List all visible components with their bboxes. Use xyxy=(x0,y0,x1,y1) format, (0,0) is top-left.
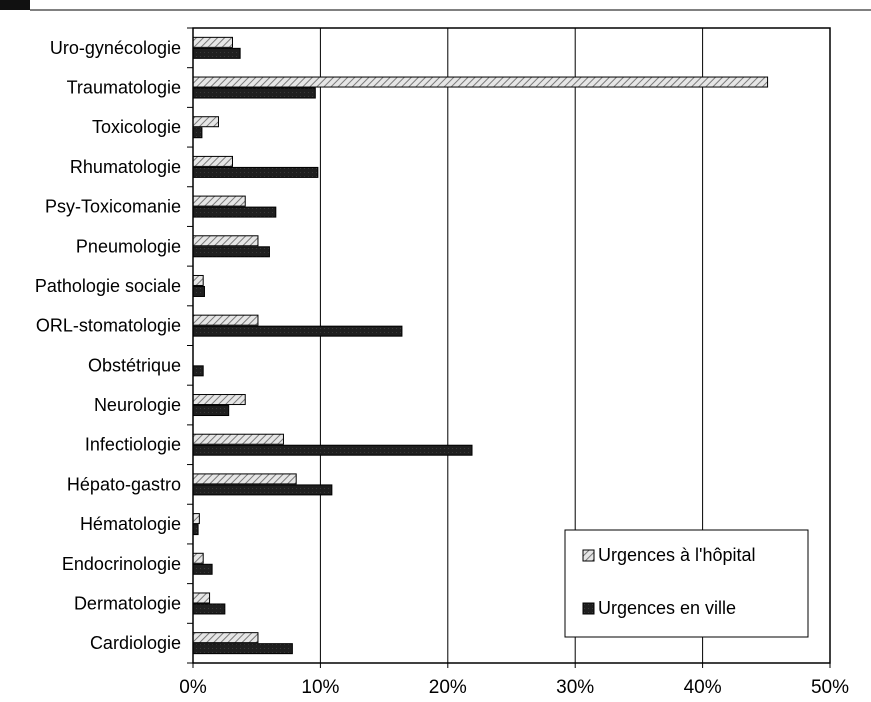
category-label: Hépato-gastro xyxy=(67,474,181,494)
category-label: ORL-stomatologie xyxy=(36,316,181,336)
category-label: Traumatologie xyxy=(67,78,181,98)
legend-label: Urgences à l'hôpital xyxy=(598,545,756,565)
category-label: Hématologie xyxy=(80,514,181,534)
bar-ville xyxy=(192,603,226,615)
legend-box xyxy=(564,529,809,638)
x-tick-label: 0% xyxy=(179,677,207,698)
plot-border xyxy=(192,27,831,664)
bar-ville xyxy=(192,405,230,417)
bar-ville xyxy=(192,285,205,297)
bar-hopital xyxy=(192,394,246,406)
bar-hopital xyxy=(192,36,233,48)
category-label: Cardiologie xyxy=(90,633,181,653)
category-label: Pneumologie xyxy=(76,236,181,256)
bar-ville xyxy=(192,87,316,99)
bar-ville xyxy=(192,246,270,258)
bar-ville xyxy=(192,524,199,536)
category-label: Neurologie xyxy=(94,395,181,415)
bar-ville xyxy=(192,206,277,218)
bar-ville xyxy=(192,444,473,456)
x-tick-label: 10% xyxy=(301,677,339,698)
bar-hopital xyxy=(192,314,259,326)
category-label: Toxicologie xyxy=(92,117,181,137)
bar-ville xyxy=(192,484,333,496)
bar-hopital xyxy=(192,155,233,167)
x-tick-label: 20% xyxy=(429,677,467,698)
bar-ville xyxy=(192,47,241,59)
legend-label: Urgences en ville xyxy=(598,598,736,618)
category-label: Psy-Toxicomanie xyxy=(45,197,181,217)
category-label: Pathologie sociale xyxy=(35,276,181,296)
bar-ville xyxy=(192,563,213,575)
bar-hopital xyxy=(192,473,297,485)
category-label: Rhumatologie xyxy=(70,157,181,177)
bar-hopital xyxy=(192,632,259,644)
bar-ville xyxy=(192,325,403,337)
category-label: Infectiologie xyxy=(85,435,181,455)
legend-swatch-ville xyxy=(582,602,595,615)
x-tick-label: 50% xyxy=(811,677,849,698)
top-left-marker xyxy=(0,0,30,10)
bar-hopital xyxy=(192,195,246,207)
bar-hopital xyxy=(192,513,200,525)
bar-hopital xyxy=(192,552,204,564)
x-tick-label: 40% xyxy=(684,677,722,698)
bar-ville xyxy=(192,127,203,139)
bar-hopital xyxy=(192,433,284,445)
bar-ville xyxy=(192,643,293,655)
bar-hopital xyxy=(192,76,769,88)
bar-ville xyxy=(192,365,204,377)
category-label: Dermatologie xyxy=(74,593,181,613)
category-label: Obstétrique xyxy=(88,355,181,375)
bar-hopital xyxy=(192,274,204,286)
x-tick-label: 30% xyxy=(556,677,594,698)
bar-hopital xyxy=(192,116,219,128)
bar-hopital xyxy=(192,592,211,604)
category-label: Uro-gynécologie xyxy=(50,38,181,58)
category-label: Endocrinologie xyxy=(62,554,181,574)
legend-swatch-hopital xyxy=(582,549,595,562)
bar-hopital xyxy=(192,235,259,247)
bar-ville xyxy=(192,166,319,178)
